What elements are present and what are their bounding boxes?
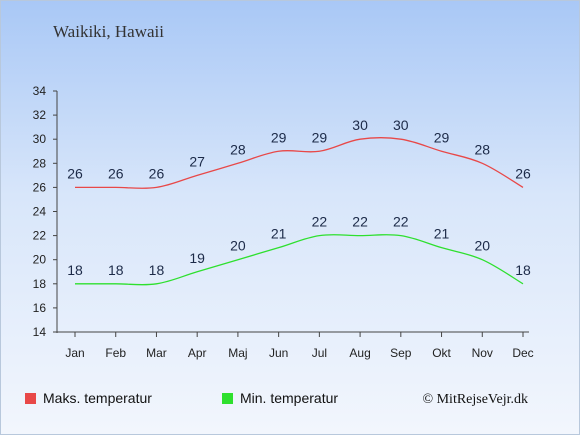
min-temp-label: 20 bbox=[230, 238, 246, 254]
max-temp-label: 29 bbox=[271, 129, 287, 145]
y-tick-label: 22 bbox=[33, 229, 47, 243]
max-temp-label: 30 bbox=[352, 117, 368, 133]
x-tick-label: Mar bbox=[146, 346, 167, 360]
min-temp-label: 18 bbox=[149, 262, 165, 278]
min-temp-label: 20 bbox=[474, 238, 490, 254]
data-labels: 26 26 26 27 28 29 29 30 30 29 28 26 18 18 18 19 20 21 22 22… bbox=[67, 117, 531, 278]
y-tick-label: 30 bbox=[33, 132, 47, 146]
x-tick-label: Jan bbox=[65, 346, 84, 360]
legend-swatch-min bbox=[222, 393, 233, 404]
y-tick-label: 18 bbox=[33, 277, 47, 291]
max-temp-label: 28 bbox=[474, 141, 490, 157]
x-tick-label: Jun bbox=[269, 346, 288, 360]
x-tick-label: Aug bbox=[349, 346, 370, 360]
legend-label-max: Maks. temperatur bbox=[43, 390, 152, 406]
x-tick-label: Maj bbox=[228, 346, 247, 360]
x-tick-label: Dec bbox=[512, 346, 533, 360]
y-tick-label: 20 bbox=[33, 253, 47, 267]
min-temp-label: 21 bbox=[434, 226, 450, 242]
max-temp-label: 27 bbox=[189, 153, 205, 169]
y-tick-label: 28 bbox=[33, 156, 47, 170]
min-temp-label: 22 bbox=[352, 214, 368, 230]
series-lines bbox=[74, 136, 524, 286]
max-temp-label: 26 bbox=[149, 165, 165, 181]
max-temp-label: 29 bbox=[434, 129, 450, 145]
x-tick-label: Okt bbox=[432, 346, 451, 360]
max-temp-line bbox=[75, 136, 524, 190]
max-temp-label: 26 bbox=[67, 165, 83, 181]
y-tick-label: 32 bbox=[33, 108, 47, 122]
axes: 14 16 18 20 22 24 26 28 30 32 34 Jan Feb Mar Apr Maj Jun… bbox=[33, 84, 534, 360]
y-tick-label: 34 bbox=[33, 84, 47, 98]
chart-title: Waikiki, Hawaii bbox=[53, 22, 164, 41]
max-temp-label: 30 bbox=[393, 117, 409, 133]
y-tick-label: 14 bbox=[33, 325, 47, 339]
x-tick-label: Sep bbox=[390, 346, 412, 360]
max-temp-label: 26 bbox=[108, 165, 124, 181]
min-temp-label: 22 bbox=[393, 214, 409, 230]
max-temp-label: 26 bbox=[515, 165, 531, 181]
min-temp-label: 18 bbox=[67, 262, 83, 278]
min-temp-label: 18 bbox=[108, 262, 124, 278]
min-temp-line bbox=[74, 233, 524, 286]
y-tick-label: 16 bbox=[33, 301, 47, 315]
credit-label: © MitRejseVejr.dk bbox=[422, 392, 528, 407]
legend-swatch-max bbox=[25, 393, 36, 404]
x-tick-label: Feb bbox=[105, 346, 126, 360]
max-temp-label: 29 bbox=[312, 129, 328, 145]
legend-label-min: Min. temperatur bbox=[240, 390, 338, 406]
min-temp-label: 22 bbox=[312, 214, 328, 230]
min-temp-label: 19 bbox=[189, 250, 205, 266]
x-tick-label: Apr bbox=[188, 346, 207, 360]
x-tick-label: Nov bbox=[472, 346, 493, 360]
legend: Maks. temperatur Min. temperatur bbox=[25, 390, 338, 406]
min-temp-label: 21 bbox=[271, 226, 287, 242]
min-temp-label: 18 bbox=[515, 262, 531, 278]
y-tick-label: 26 bbox=[33, 180, 47, 194]
max-temp-label: 28 bbox=[230, 141, 246, 157]
x-tick-label: Jul bbox=[312, 346, 327, 360]
y-tick-label: 24 bbox=[33, 205, 47, 219]
